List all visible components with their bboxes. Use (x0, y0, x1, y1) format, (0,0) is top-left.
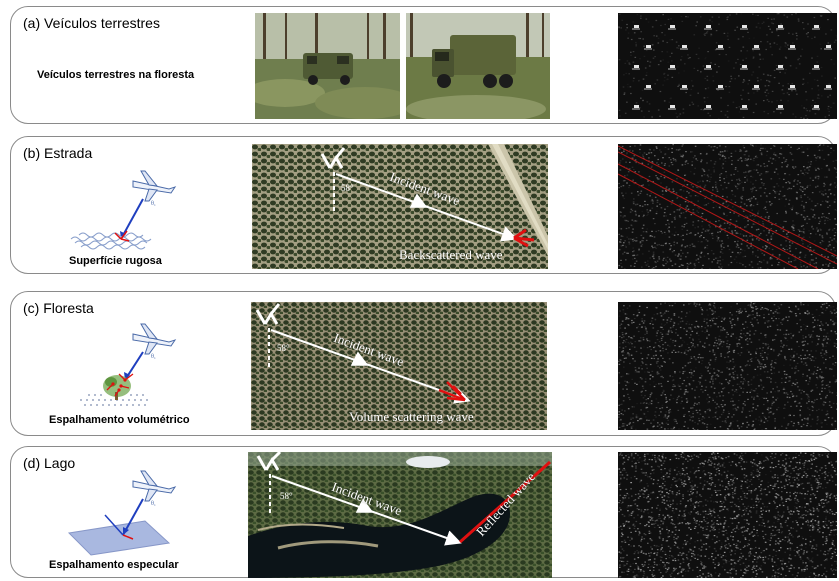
radar-beam-icon (124, 351, 144, 381)
rough-surface-icon (70, 232, 152, 250)
volume-scattering-wave-label: Volume scattering wave (349, 409, 474, 424)
aerial-photo-forest (251, 302, 547, 430)
svg-text:θ₁: θ₁ (151, 201, 156, 207)
photo-vehicle-2 (406, 13, 550, 119)
panel-d-subtitle: Espalhamento especular (49, 559, 179, 571)
airplane-icon (132, 323, 177, 355)
svg-text:θ₁: θ₁ (151, 501, 156, 507)
panel-c-subtitle: Espalhamento volumétrico (49, 414, 190, 426)
satellite-icon (255, 303, 281, 325)
wave-overlay-road (320, 147, 535, 248)
panel-forest: (c) Floresta θ₁ (10, 291, 837, 436)
panel-d-title: (d) Lago (23, 455, 76, 471)
angle-label-forest: 58° (277, 343, 290, 353)
angle-label-lake: 58° (280, 491, 293, 501)
airplane-icon (132, 170, 177, 202)
radar-beam-icon (122, 498, 144, 536)
panel-a-title: (a) Veículos terrestres (23, 15, 160, 31)
panel-road: (b) Estrada θ₁ Superfície rugos (10, 136, 837, 274)
panel-b-subtitle: Superfície rugosa (69, 255, 162, 267)
satellite-icon (320, 147, 346, 169)
sar-image-road (618, 144, 837, 269)
rough-surface-icon (80, 394, 148, 406)
wave-overlay-lake (256, 452, 551, 546)
aerial-photo-lake (248, 452, 552, 578)
volume-scattering-sketch: θ₁ (41, 316, 191, 412)
wave-overlay-forest (255, 303, 471, 404)
aerial-photo-road (252, 144, 548, 269)
sar-image-vehicles (618, 13, 837, 119)
panel-lake: (d) Lago θ₁ Espalhamento especular (10, 446, 837, 578)
sar-image-forest (618, 302, 837, 430)
svg-text:θ₁: θ₁ (151, 354, 156, 360)
satellite-icon (256, 452, 282, 471)
specular-scattering-sketch: θ₁ (41, 469, 191, 557)
sar-image-lake (618, 452, 837, 578)
volume-scatter-icon (438, 381, 466, 402)
backscattered-wave-label: Backscattered wave (399, 247, 503, 262)
panel-ground-vehicles: (a) Veículos terrestres Veículos terrest… (10, 6, 837, 124)
angle-label-road: 58° (341, 183, 354, 193)
flat-surface-icon (67, 520, 171, 556)
panel-a-subtitle: Veículos terrestres na floresta (37, 69, 195, 81)
panel-b-title: (b) Estrada (23, 145, 93, 161)
panel-c-title: (c) Floresta (23, 300, 94, 316)
backscatter-icon (513, 228, 535, 248)
airplane-icon (132, 470, 177, 502)
photo-vehicle-1 (255, 13, 400, 119)
rough-surface-sketch: θ₁ (41, 157, 191, 253)
